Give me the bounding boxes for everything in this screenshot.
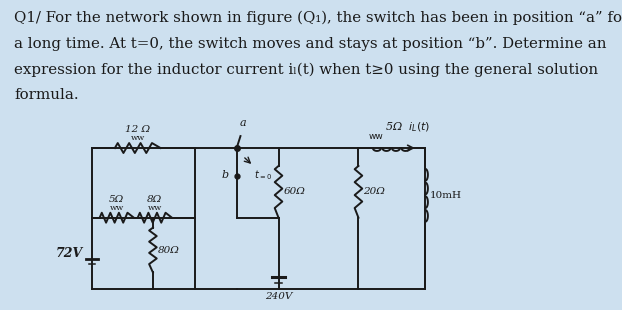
Text: 72V: 72V xyxy=(55,247,83,260)
Text: 10mH: 10mH xyxy=(430,191,462,200)
Text: 60Ω: 60Ω xyxy=(284,187,306,196)
Text: 8Ω: 8Ω xyxy=(147,195,162,204)
Text: a: a xyxy=(239,118,246,128)
Text: $t_{=0}$: $t_{=0}$ xyxy=(254,168,272,182)
Text: 12 Ω: 12 Ω xyxy=(125,125,151,134)
Text: 240V: 240V xyxy=(265,292,292,301)
Text: a long time. At t=0, the switch moves and stays at position “b”. Determine an: a long time. At t=0, the switch moves an… xyxy=(14,37,607,51)
Text: 5Ω: 5Ω xyxy=(109,195,124,204)
Text: ww: ww xyxy=(131,134,145,142)
Text: b: b xyxy=(222,170,229,180)
Text: ww: ww xyxy=(369,132,383,141)
Text: Q1/ For the network shown in figure (Q₁), the switch has been in position “a” fo: Q1/ For the network shown in figure (Q₁)… xyxy=(14,11,622,25)
Text: 5Ω  $i_L(t)$: 5Ω $i_L(t)$ xyxy=(385,120,430,134)
Text: expression for the inductor current iₗ(t) when t≥0 using the general solution: expression for the inductor current iₗ(t… xyxy=(14,62,598,77)
Text: 20Ω: 20Ω xyxy=(363,187,385,196)
Text: 80Ω: 80Ω xyxy=(158,246,180,255)
Text: ww: ww xyxy=(147,204,162,212)
Text: ww: ww xyxy=(109,204,124,212)
Text: formula.: formula. xyxy=(14,88,79,102)
